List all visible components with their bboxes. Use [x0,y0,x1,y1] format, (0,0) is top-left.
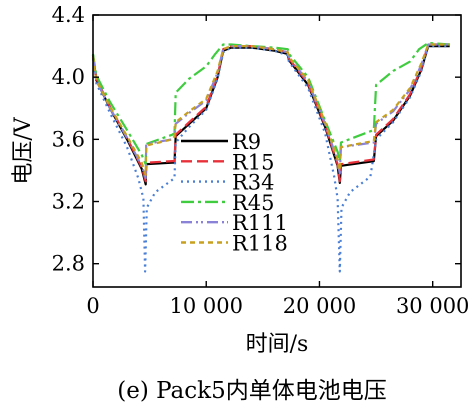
legend-label-r15: R15 [232,150,275,174]
series-line-r45 [91,41,450,166]
legend-label-r118: R118 [232,232,288,256]
series-line-r34 [91,45,450,273]
x-tick-label: 20 000 [283,294,356,318]
x-tick-label: 10 000 [169,294,242,318]
y-tick-label: 2.8 [52,252,85,276]
legend-label-r34: R34 [232,171,275,195]
legend-label-r45: R45 [232,191,275,215]
y-tick-label: 3.6 [52,127,85,151]
series-lines [91,41,450,273]
y-axis-title: 电压/V [11,116,36,184]
y-tick-label: 4.4 [52,3,85,27]
plot-frame [92,14,462,288]
y-tick-label: 4.0 [52,65,85,89]
series-line-r118 [91,43,450,177]
legend-label-r9: R9 [232,130,261,154]
x-tick-label: 30 000 [396,294,469,318]
figure-caption: (e) Pack5内单体电池电压 [117,378,386,404]
x-axis-title: 时间/s [246,332,309,357]
x-tick-label: 0 [86,294,99,318]
legend-label-r111: R111 [232,211,288,235]
axis-ticks: 0 10 000 20 000 30 000 2.8 3.2 3.6 4.0 4.4 [52,3,470,318]
y-tick-label: 3.2 [52,190,85,214]
